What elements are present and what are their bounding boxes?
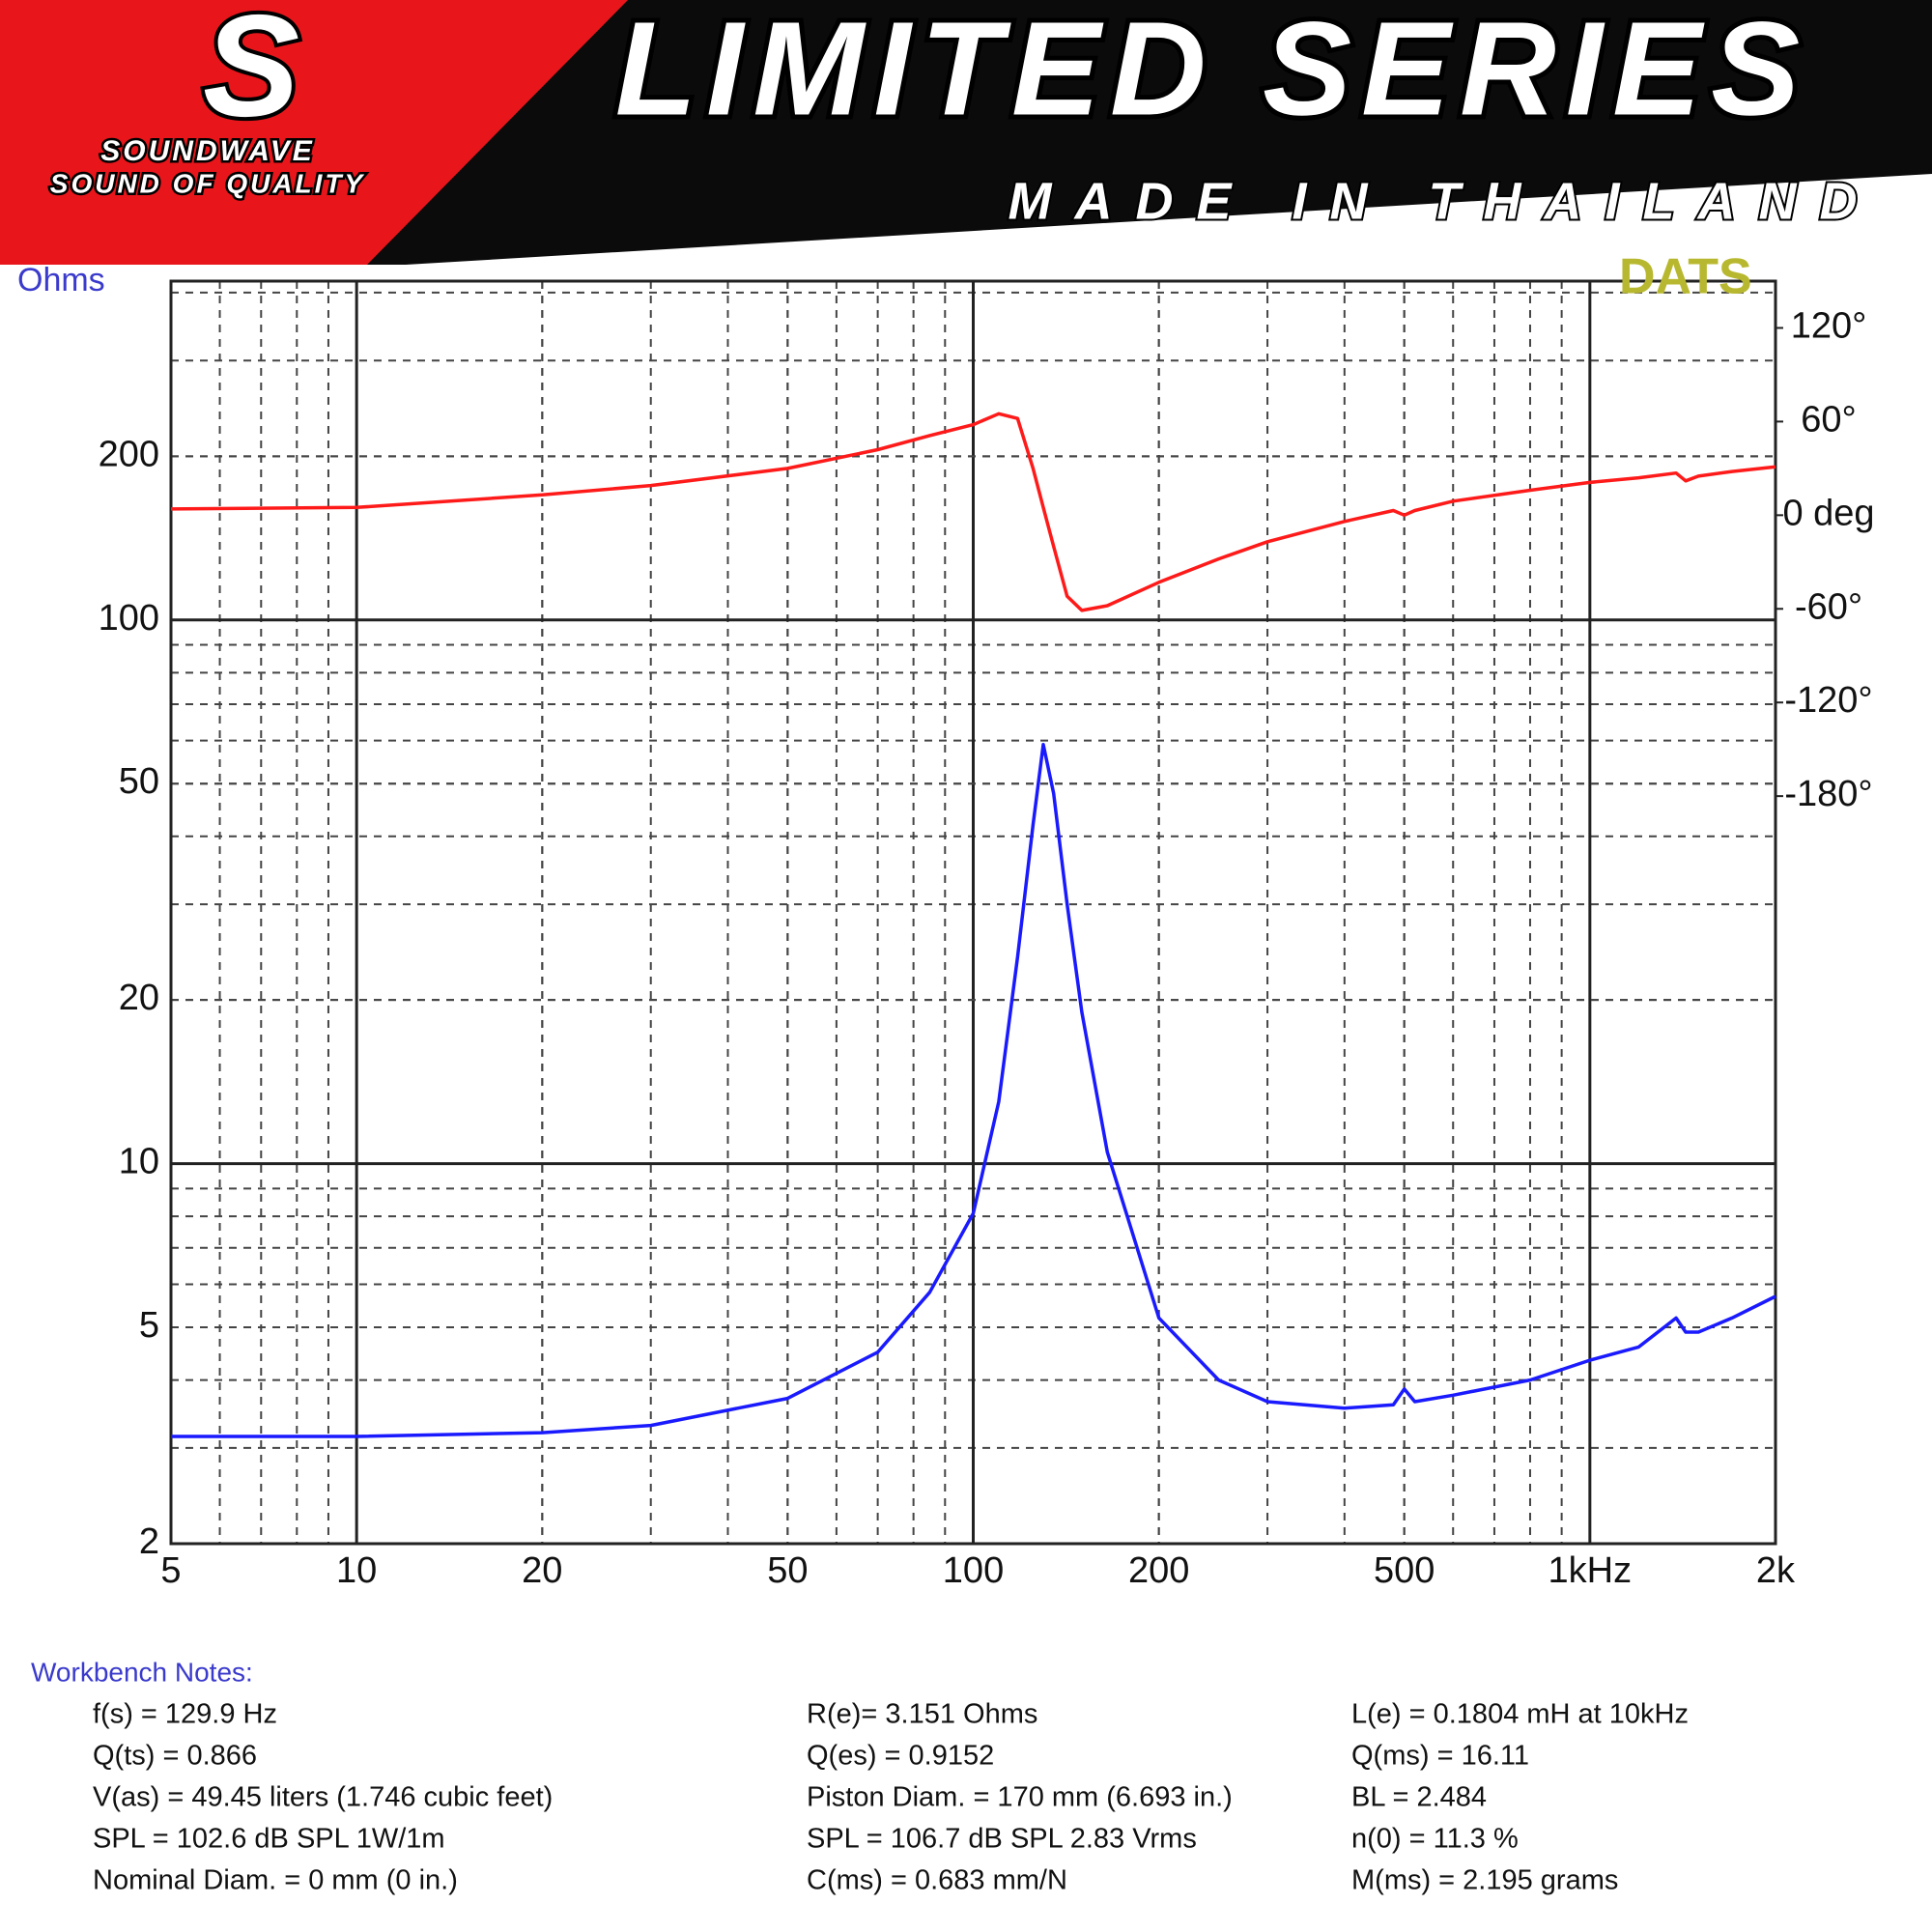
note-line: SPL = 106.7 dB SPL 2.83 Vrms xyxy=(807,1824,1197,1855)
note-line: BL = 2.484 xyxy=(1351,1782,1487,1813)
note-line: Nominal Diam. = 0 mm (0 in.) xyxy=(93,1865,458,1896)
y-tick-label: 10 xyxy=(119,1142,159,1182)
y2-tick-label: -120° xyxy=(1784,680,1872,721)
y-tick-label: 100 xyxy=(99,598,159,639)
y2-tick-label: -180° xyxy=(1784,774,1872,814)
x-tick-label: 10 xyxy=(336,1550,377,1591)
y-tick-label: 20 xyxy=(119,978,159,1018)
x-tick-label: 200 xyxy=(1128,1550,1189,1591)
banner-black xyxy=(367,0,1932,265)
x-tick-label: 2k xyxy=(1756,1550,1796,1591)
series-line xyxy=(171,742,1776,1438)
y-axis-label: Ohms xyxy=(17,262,105,298)
note-line: R(e)= 3.151 Ohms xyxy=(807,1699,1037,1730)
slogan: SOUND OF QUALITY xyxy=(50,168,365,198)
logo-mark: S xyxy=(203,0,299,147)
y-tick-label: 5 xyxy=(139,1305,159,1346)
brand: SOUNDWAVE xyxy=(100,135,314,167)
notes: Workbench Notes: f(s) = 129.9 Hz Q(ts) = … xyxy=(31,1657,1689,1895)
x-tick-label: 5 xyxy=(160,1550,181,1591)
watermark: DATS xyxy=(1619,249,1752,305)
x-tick-label: 1kHz xyxy=(1548,1550,1633,1591)
note-line: C(ms) = 0.683 mm/N xyxy=(807,1865,1067,1896)
note-line: L(e) = 0.1804 mH at 10kHz xyxy=(1351,1699,1689,1730)
note-line: f(s) = 129.9 Hz xyxy=(93,1699,277,1730)
title: LIMITED SERIES xyxy=(615,0,1809,143)
notes-title: Workbench Notes: xyxy=(31,1657,253,1687)
note-line: SPL = 102.6 dB SPL 1W/1m xyxy=(93,1824,445,1855)
banner-red xyxy=(0,0,676,265)
plot-border xyxy=(169,279,1777,1546)
note-line: V(as) = 49.45 liters (1.746 cubic feet) xyxy=(93,1782,553,1813)
note-line: Q(es) = 0.9152 xyxy=(807,1741,994,1772)
y2-tick-label: 120° xyxy=(1791,305,1867,346)
note-line: n(0) = 11.3 % xyxy=(1351,1824,1519,1855)
x-tick-label: 20 xyxy=(522,1550,562,1591)
x-tick-label: 500 xyxy=(1374,1550,1435,1591)
y-tick-label: 200 xyxy=(99,434,159,474)
note-line: Q(ms) = 16.11 xyxy=(1351,1741,1529,1772)
note-line: Q(ts) = 0.866 xyxy=(93,1741,257,1772)
series-line xyxy=(170,412,1776,612)
note-line: M(ms) = 2.195 grams xyxy=(1351,1865,1618,1896)
y2-tick-label: 60° xyxy=(1801,399,1856,440)
y2-tick-label: 0 deg xyxy=(1782,493,1874,533)
y-tick-label: 50 xyxy=(119,761,159,802)
note-line: Piston Diam. = 170 mm (6.693 in.) xyxy=(807,1782,1233,1813)
subtitle: MADE IN THAILAND xyxy=(1009,172,1881,230)
banner: S SOUNDWAVE SOUND OF QUALITY LIMITED SER… xyxy=(0,0,1932,265)
x-tick-label: 50 xyxy=(767,1550,808,1591)
plot-area: 5 10 20 50 100 200 500 1kHz 2k25102050100200120°… xyxy=(17,249,1875,1591)
y2-tick-label: -60° xyxy=(1795,586,1862,627)
y-tick-label: 2 xyxy=(139,1521,159,1562)
x-tick-label: 100 xyxy=(943,1550,1004,1591)
